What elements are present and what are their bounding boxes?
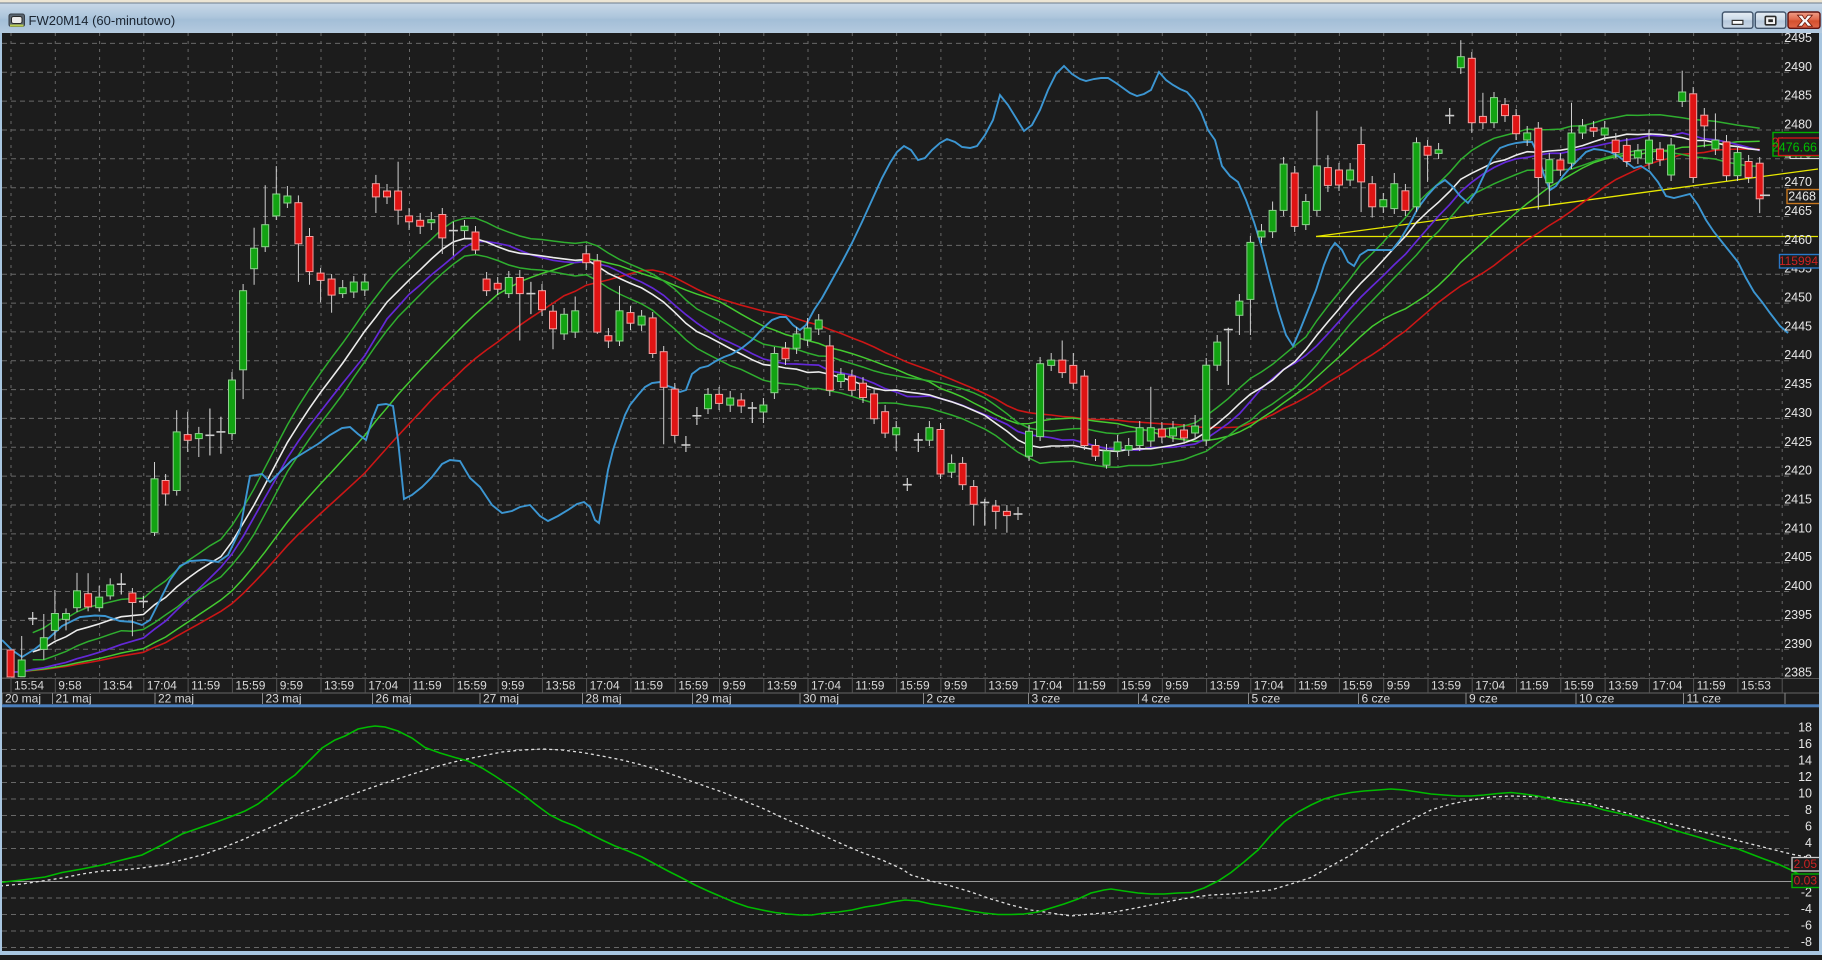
svg-text:11 cze: 11 cze: [1687, 692, 1722, 706]
svg-text:-6: -6: [1801, 919, 1812, 933]
svg-text:2485: 2485: [1784, 89, 1812, 103]
svg-text:10 cze: 10 cze: [1579, 692, 1615, 706]
svg-text:15:59: 15:59: [457, 679, 487, 693]
svg-text:2430: 2430: [1784, 406, 1812, 420]
svg-text:11:59: 11:59: [413, 679, 442, 693]
svg-text:17:04: 17:04: [1652, 679, 1682, 693]
svg-text:15:53: 15:53: [1741, 679, 1771, 693]
svg-text:13:59: 13:59: [324, 679, 354, 693]
svg-text:15:54: 15:54: [14, 679, 44, 693]
svg-text:13:59: 13:59: [1210, 679, 1240, 693]
svg-text:2385: 2385: [1784, 666, 1812, 680]
svg-text:2425: 2425: [1784, 435, 1812, 449]
svg-text:2390: 2390: [1784, 637, 1812, 651]
svg-text:2440: 2440: [1784, 348, 1812, 362]
svg-text:-4: -4: [1801, 902, 1812, 916]
svg-text:21 maj: 21 maj: [56, 692, 92, 706]
svg-text:8: 8: [1805, 803, 1812, 817]
svg-text:18: 18: [1798, 721, 1812, 735]
svg-text:15:59: 15:59: [1564, 679, 1594, 693]
svg-text:2465: 2465: [1784, 204, 1812, 218]
svg-text:13:59: 13:59: [1431, 679, 1461, 693]
svg-text:11:59: 11:59: [1697, 679, 1726, 693]
svg-text:2.05: 2.05: [1794, 857, 1818, 871]
svg-text:13:54: 13:54: [103, 679, 133, 693]
svg-text:2435: 2435: [1784, 377, 1812, 391]
svg-text:11:59: 11:59: [191, 679, 220, 693]
svg-text:4 cze: 4 cze: [1142, 692, 1171, 706]
svg-text:17:04: 17:04: [368, 679, 398, 693]
svg-text:15:59: 15:59: [1121, 679, 1151, 693]
svg-text:30 maj: 30 maj: [803, 692, 839, 706]
svg-text:2476.66: 2476.66: [1772, 141, 1817, 155]
svg-text:2400: 2400: [1784, 579, 1812, 593]
svg-text:23 maj: 23 maj: [266, 692, 302, 706]
svg-text:14: 14: [1798, 754, 1812, 768]
svg-text:FW20M14 (60-minutowo): FW20M14 (60-minutowo): [29, 13, 176, 28]
svg-text:4: 4: [1805, 836, 1812, 850]
svg-text:2445: 2445: [1784, 319, 1812, 333]
svg-text:6: 6: [1805, 820, 1812, 834]
svg-text:2395: 2395: [1784, 608, 1812, 622]
svg-text:22 maj: 22 maj: [158, 692, 194, 706]
svg-text:15:59: 15:59: [1342, 679, 1372, 693]
svg-text:2460: 2460: [1784, 233, 1812, 247]
svg-text:115994: 115994: [1779, 254, 1818, 268]
svg-text:13:59: 13:59: [1608, 679, 1638, 693]
svg-text:5 cze: 5 cze: [1252, 692, 1281, 706]
svg-text:11:59: 11:59: [855, 679, 884, 693]
svg-text:9:59: 9:59: [944, 679, 968, 693]
svg-text:16: 16: [1798, 737, 1812, 751]
svg-text:15:59: 15:59: [900, 679, 930, 693]
svg-text:28 maj: 28 maj: [586, 692, 622, 706]
svg-text:2410: 2410: [1784, 521, 1812, 535]
svg-text:17:04: 17:04: [1032, 679, 1062, 693]
svg-text:9:59: 9:59: [501, 679, 525, 693]
svg-text:2420: 2420: [1784, 464, 1812, 478]
svg-text:2415: 2415: [1784, 493, 1812, 507]
svg-text:11:59: 11:59: [1077, 679, 1106, 693]
svg-text:2468: 2468: [1788, 190, 1816, 204]
svg-text:9 cze: 9 cze: [1469, 692, 1498, 706]
svg-text:2470: 2470: [1784, 175, 1812, 189]
svg-text:26 maj: 26 maj: [376, 692, 412, 706]
svg-text:9:58: 9:58: [58, 679, 82, 693]
svg-text:11:59: 11:59: [1520, 679, 1549, 693]
svg-text:6 cze: 6 cze: [1362, 692, 1391, 706]
svg-text:10: 10: [1798, 787, 1812, 801]
svg-text:9:59: 9:59: [1387, 679, 1411, 693]
svg-text:15:59: 15:59: [235, 679, 265, 693]
svg-text:17:04: 17:04: [590, 679, 620, 693]
svg-text:13:58: 13:58: [545, 679, 575, 693]
svg-text:29 maj: 29 maj: [696, 692, 732, 706]
svg-text:13:59: 13:59: [767, 679, 797, 693]
svg-text:-8: -8: [1801, 935, 1812, 949]
svg-text:-2: -2: [1801, 886, 1812, 900]
svg-text:3 cze: 3 cze: [1032, 692, 1061, 706]
svg-text:2450: 2450: [1784, 291, 1812, 305]
svg-text:11:59: 11:59: [1298, 679, 1327, 693]
svg-text:17:04: 17:04: [811, 679, 841, 693]
svg-text:13:59: 13:59: [988, 679, 1018, 693]
svg-text:9:59: 9:59: [1165, 679, 1189, 693]
svg-text:2 cze: 2 cze: [927, 692, 956, 706]
svg-text:2405: 2405: [1784, 550, 1812, 564]
svg-text:9:59: 9:59: [280, 679, 304, 693]
svg-text:20 maj: 20 maj: [5, 692, 41, 706]
svg-text:17:04: 17:04: [1475, 679, 1505, 693]
svg-text:17:04: 17:04: [147, 679, 177, 693]
svg-text:0.03: 0.03: [1794, 874, 1818, 888]
svg-text:9:59: 9:59: [723, 679, 747, 693]
svg-text:12: 12: [1798, 770, 1812, 784]
svg-text:2495: 2495: [1784, 31, 1812, 45]
svg-text:27 maj: 27 maj: [483, 692, 519, 706]
svg-text:17:04: 17:04: [1254, 679, 1284, 693]
svg-text:2480: 2480: [1784, 118, 1812, 132]
svg-text:11:59: 11:59: [634, 679, 663, 693]
svg-text:2490: 2490: [1784, 60, 1812, 74]
svg-text:15:59: 15:59: [678, 679, 708, 693]
